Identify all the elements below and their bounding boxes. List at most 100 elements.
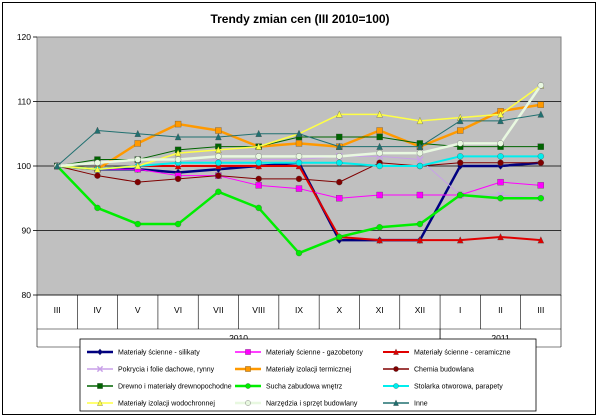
data-point (215, 153, 222, 160)
marker-stroke (96, 365, 104, 373)
data-point (94, 204, 101, 212)
data-point (497, 153, 504, 160)
data-point (295, 153, 303, 160)
x-tick-label: VIII (252, 305, 265, 315)
y-axis: 80 90 100 110 120 (17, 32, 37, 300)
data-point (416, 162, 424, 170)
legend-label: Chemia budowlana (414, 367, 474, 374)
legend-marker (245, 400, 251, 406)
series-group (53, 81, 545, 257)
legend-label: Materiały ścienne - ceramiczne (414, 350, 511, 357)
legend-label: Materiały izolacji termicznej (266, 367, 352, 374)
legend-item: Narzędzia i sprzęt budowlany (235, 400, 358, 408)
data-point (336, 159, 343, 166)
legend-marker (245, 383, 251, 389)
data-point (134, 129, 142, 137)
data-point (215, 172, 222, 179)
data-point (174, 220, 182, 228)
data-point (94, 165, 101, 173)
legend-marker (393, 383, 399, 389)
data-point (416, 156, 424, 164)
legend-label: Materiały izolacji wodochronnej (118, 401, 215, 408)
x-tick-label: XI (376, 305, 384, 315)
data-point (255, 159, 262, 166)
data-point (295, 129, 303, 137)
legend-item: Pokrycia i folie dachowe, rynny (87, 365, 215, 374)
data-point (416, 191, 424, 199)
x-tick-label: X (336, 305, 342, 315)
legend-marker (393, 348, 399, 355)
data-point (94, 159, 101, 166)
data-point (497, 140, 504, 147)
legend-item: Materiały izolacji wodochronnej (87, 399, 215, 408)
x-year-label: 2011 (491, 333, 510, 343)
data-point (376, 162, 383, 170)
data-point (134, 162, 142, 170)
data-point (255, 142, 262, 150)
x-tick-label: II (498, 305, 503, 315)
data-point (457, 127, 464, 134)
data-point (537, 143, 544, 150)
x-tick-label: V (135, 305, 141, 315)
x-tick-label: IX (295, 305, 303, 315)
legend-item: Materiały izolacji termicznej (235, 366, 352, 374)
data-point (255, 153, 262, 160)
y-tick-label: 90 (22, 226, 32, 236)
data-point (537, 153, 544, 160)
legend-marker (393, 366, 399, 372)
data-point (497, 159, 504, 166)
data-point (174, 156, 182, 163)
data-point (416, 220, 424, 228)
data-point (456, 116, 464, 124)
data-point (457, 191, 464, 199)
x-tick-label: VII (213, 305, 223, 315)
data-point (336, 110, 343, 118)
legend-label: Sucha zabudowa wnętrz (266, 384, 343, 391)
legend-item: Materiały ścienne - ceramiczne (383, 348, 511, 357)
data-point (537, 82, 544, 89)
data-point (295, 185, 303, 192)
legend-marker (97, 383, 103, 389)
legend-label: Stolarka otworowa, parapety (414, 384, 503, 391)
chart-title: Trendy zmian cen (III 2010=100) (210, 12, 389, 26)
data-point (376, 110, 383, 118)
legend-marker (97, 399, 103, 406)
legend-label: Narzędzia i sprzęt budowlany (266, 401, 358, 408)
data-point (134, 156, 141, 163)
legend-label: Drewno i materiały drewnopochodne (118, 384, 232, 391)
legend-item: Inne (383, 399, 428, 408)
data-point (416, 236, 424, 244)
legend-item: Drewno i materiały drewnopochodne (87, 383, 232, 391)
data-point (255, 129, 262, 137)
data-point (215, 127, 222, 134)
x-tick-label: IV (93, 305, 101, 315)
data-point (376, 236, 383, 244)
data-point (376, 127, 383, 134)
data-point (94, 172, 101, 179)
data-point (295, 249, 303, 257)
data-point (416, 142, 424, 150)
series-8 (54, 162, 544, 257)
data-point (497, 195, 504, 202)
data-point (134, 140, 141, 147)
data-point (537, 195, 544, 202)
data-point (376, 191, 383, 199)
data-point (376, 133, 383, 141)
series-6 (54, 159, 544, 186)
legend-marker (393, 399, 399, 406)
data-point (537, 159, 544, 166)
x-tick-label: VI (174, 305, 182, 315)
legend-marker (245, 366, 251, 372)
data-point (215, 188, 222, 195)
data-point (416, 116, 424, 124)
series-11 (54, 82, 544, 170)
legend-label: Inne (414, 401, 428, 408)
data-point (457, 140, 464, 147)
data-point (295, 159, 303, 166)
data-point (537, 101, 544, 108)
data-point (215, 133, 222, 141)
data-point (376, 149, 383, 157)
y-tick-label: 80 (22, 290, 32, 300)
data-point (497, 116, 504, 124)
